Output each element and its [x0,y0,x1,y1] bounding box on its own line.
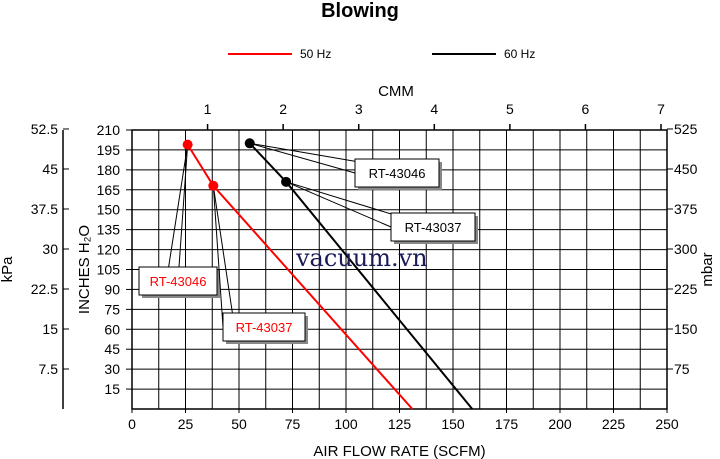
top-axis-tick-label: 5 [506,101,514,117]
inner-y-axis-tick-label: 60 [104,321,120,337]
x-axis-tick-label: 0 [128,416,136,432]
inner-y-axis-tick-label: 105 [97,262,121,278]
callout-leader-line [212,185,234,318]
callout-leader-line [212,185,224,328]
inner-y-axis-label: INCHES H₂O [76,225,93,314]
inner-y-axis-tick-label: 120 [97,242,121,258]
callout-leader-line [285,181,402,218]
callout-box [354,158,440,188]
top-axis-label: CMM [378,83,414,100]
inner-y-axis-tick-label: 45 [104,341,120,357]
callout-box [138,266,218,296]
callout-leader-line [285,181,392,228]
kpa-axis-tick-label: 7.5 [39,361,59,377]
mbar-axis-tick-label: 300 [674,241,698,257]
top-axis-tick-label: 7 [657,101,665,117]
inner-y-axis-tick-label: 210 [97,122,121,138]
kpa-axis-tick-label: 45 [42,161,58,177]
x-axis-tick-label: 25 [178,416,194,432]
x-axis-tick-label: 100 [334,416,358,432]
mbar-axis-tick-label: 150 [674,321,698,337]
callout-box [390,212,476,242]
x-axis-tick-label: 50 [231,416,247,432]
callout-label: RT-43037 [236,320,293,335]
top-axis-tick-label: 2 [279,101,287,117]
x-axis-tick-label: 250 [655,416,679,432]
callout-leader-line [249,142,356,174]
kpa-axis-label: kPa [0,256,16,283]
legend-label-50hz: 50 Hz [300,47,332,61]
inner-y-axis-tick-label: 150 [97,202,121,218]
callout-label: RT-43046 [150,274,207,289]
inner-y-axis-tick-label: 90 [104,281,120,297]
x-axis-tick-label: 125 [388,416,412,432]
mbar-axis-tick-label: 75 [674,361,690,377]
mbar-axis-tick-label: 375 [674,201,698,217]
inner-y-axis-tick-label: 30 [104,361,120,377]
chart-title: Blowing [321,0,399,22]
inner-y-axis-tick-label: 135 [97,222,121,238]
mbar-axis-label: mbar [699,252,716,286]
kpa-axis-tick-label: 22.5 [31,281,58,297]
top-axis-tick-label: 3 [355,101,363,117]
legend-line-50hz [228,53,292,55]
series-point-60hz [244,138,255,149]
callout-label: RT-43046 [369,166,426,181]
kpa-axis-tick-label: 37.5 [31,201,58,217]
legend-label-60hz: 60 Hz [504,47,536,61]
top-axis-tick-label: 4 [430,101,438,117]
top-axis-tick-label: 1 [204,101,212,117]
callout-leader-line [167,144,189,272]
x-axis-label: AIR FLOW RATE (SCFM) [313,443,485,459]
callout-leader-line [177,144,189,282]
series-point-60hz [281,176,292,187]
inner-y-axis-tick-label: 165 [97,182,121,198]
x-axis-tick-label: 225 [602,416,626,432]
inner-y-axis-tick-label: 180 [97,162,121,178]
series-point-50hz [208,180,219,191]
inner-y-axis-tick-label: 15 [104,381,120,397]
mbar-axis-tick-label: 450 [674,161,698,177]
legend-line-60hz [432,53,496,55]
watermark-text: vacuum.vn [296,244,428,272]
callout-box [222,312,306,342]
callout-leader-line [249,142,366,164]
x-axis-tick-label: 175 [495,416,519,432]
series-point-50hz [182,139,193,150]
inner-y-axis-tick-label: 75 [104,301,120,317]
x-axis-tick-label: 150 [441,416,465,432]
mbar-axis-tick-label: 525 [674,121,698,137]
x-axis-tick-label: 75 [285,416,301,432]
mbar-axis-tick-label: 225 [674,281,698,297]
top-axis-tick-label: 6 [582,101,590,117]
kpa-axis-tick-label: 52.5 [31,121,58,137]
kpa-axis-tick-label: 15 [42,321,58,337]
kpa-axis-tick-label: 30 [42,241,58,257]
callout-label: RT-43037 [405,220,462,235]
x-axis-tick-label: 200 [548,416,572,432]
inner-y-axis-tick-label: 195 [97,142,121,158]
